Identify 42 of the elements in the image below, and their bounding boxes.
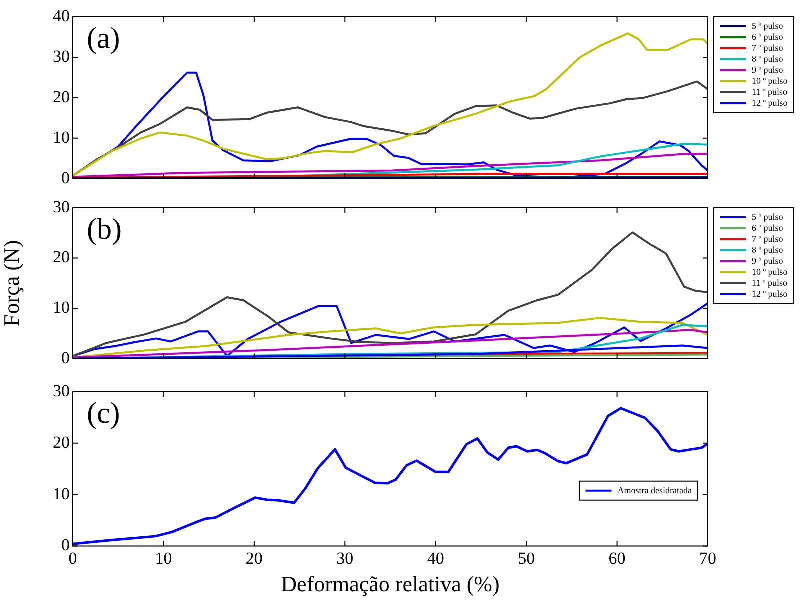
legend-label: 7 º pulso [752,42,784,53]
legend-label: 6 º pulso [752,222,784,233]
legend-label: 5 º pulso [752,212,784,222]
y-tick-label: 10 [53,128,70,147]
x-tick-label: 40 [427,548,444,568]
x-tick-label: 30 [336,548,354,568]
y-tick-label: 30 [53,46,70,66]
y-tick-label: 30 [53,197,70,216]
legend-label: 8 º pulso [752,54,784,64]
x-tick-label: 10 [155,548,172,568]
y-tick-label: 30 [53,381,70,400]
legend-label: Amostra desidratada [618,485,692,496]
legend-label: 8 º pulso [752,244,784,255]
x-tick-label: 20 [246,548,263,568]
y-tick-label: 0 [62,348,70,368]
annotation: (c) [87,396,120,430]
annotation: (a) [87,22,120,55]
x-axis-title: Deformação relativa (%) [281,572,500,597]
legend-label: 9 º pulso [752,64,784,75]
legend-label: 12 º pulso [752,288,788,299]
x-tick-label: 70 [700,548,716,568]
legend-label: 9 º pulso [752,256,784,266]
y-tick-label: 20 [53,87,70,106]
y-tick-label: 10 [53,484,70,504]
legend-label: 10 º pulso [752,266,788,277]
y-tick-label: 20 [53,432,70,452]
y-tick-label: 0 [62,536,70,555]
y-tick-label: 0 [62,168,70,188]
x-tick-label: 60 [608,548,626,568]
y-tick-label: 20 [53,248,70,267]
annotation: (b) [87,212,122,246]
y-tick-label: 10 [53,298,70,317]
legend-label: 11 º pulso [752,86,788,97]
legend-label: 7 º pulso [752,234,784,244]
legend-label: 12 º pulso [752,98,788,108]
legend-label: 5 º pulso [752,20,784,31]
y-tick-label: 40 [53,6,70,26]
legend-label: 10 º pulso [752,76,788,86]
x-tick-label: 50 [518,548,536,568]
y-axis-title: Força (N) [0,240,24,326]
legend-label: 6 º pulso [752,32,784,42]
legend-label: 11 º pulso [752,278,788,288]
